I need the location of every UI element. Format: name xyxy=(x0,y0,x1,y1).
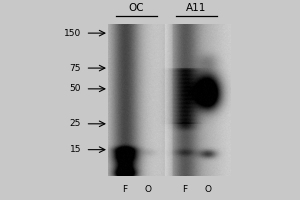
Text: 25: 25 xyxy=(70,119,81,128)
Text: 150: 150 xyxy=(64,29,81,38)
Text: F: F xyxy=(182,185,188,194)
Text: O: O xyxy=(145,185,152,194)
Text: A11: A11 xyxy=(186,3,207,13)
Text: 75: 75 xyxy=(70,64,81,73)
Text: O: O xyxy=(204,185,211,194)
Text: F: F xyxy=(122,185,128,194)
Text: 15: 15 xyxy=(70,145,81,154)
Text: OC: OC xyxy=(129,3,144,13)
Text: 50: 50 xyxy=(70,84,81,93)
